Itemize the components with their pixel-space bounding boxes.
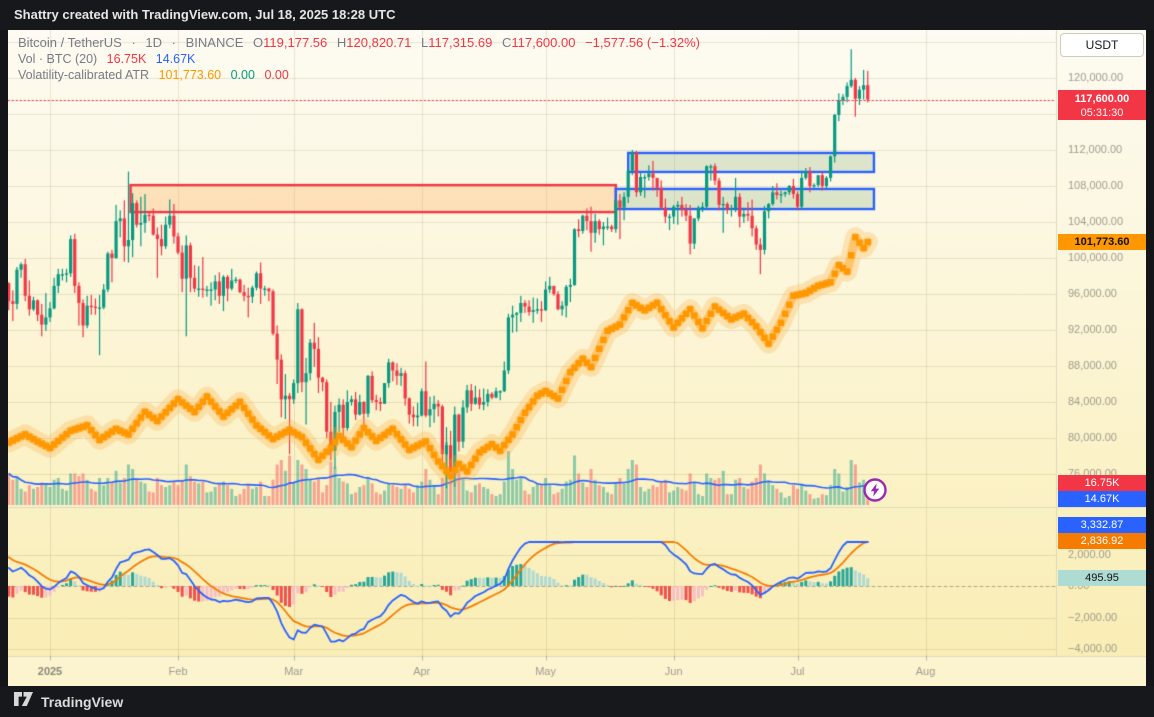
atr-legend-row[interactable]: Volatility-calibrated ATR 101,773.60 0.0… (18, 67, 700, 83)
atr-indicator-title[interactable]: Volatility-calibrated ATR (18, 68, 150, 82)
low-value: 117,315.69 (428, 35, 493, 50)
tradingview-logo-icon[interactable] (14, 692, 33, 711)
high-label: H (336, 35, 347, 50)
close-label: C (501, 35, 512, 50)
atr-value: 101,773.60 (158, 68, 222, 82)
macd-histogram-badge: 495.95 (1058, 570, 1146, 586)
volume-value: 16.75K (106, 52, 147, 66)
currency-toggle-button[interactable]: USDT (1060, 33, 1144, 57)
footer-bar: TradingView (0, 686, 1154, 717)
exchange-label: BINANCE (185, 35, 244, 50)
separator-dot: · (171, 35, 176, 50)
symbol-title[interactable]: Bitcoin / TetherUS (18, 35, 122, 50)
atr-value-3: 0.00 (264, 68, 289, 82)
macd-line-badge: 3,332.87 (1058, 517, 1146, 533)
macd-signal-badge: 2,836.92 (1058, 533, 1146, 549)
open-label: O (253, 35, 264, 50)
last-price-badge: 117,600.00 05:31:30 (1058, 90, 1146, 120)
chart-panel: Bitcoin / TetherUS · 1D · BINANCE O119,1… (8, 30, 1146, 686)
high-value: 120,820.71 (346, 35, 412, 50)
volume-ma-badge: 14.67K (1058, 491, 1146, 507)
boost-lightning-icon[interactable] (862, 477, 888, 508)
change-value: −1,577.56 (−1.32%) (585, 35, 701, 50)
atr-value-2: 0.00 (230, 68, 255, 82)
open-value: 119,177.56 (263, 35, 328, 50)
close-value: 117,600.00 (511, 35, 576, 50)
volume-ma-value: 14.67K (155, 52, 196, 66)
tradingview-brand-text[interactable]: TradingView (41, 693, 124, 710)
last-price-value: 117,600.00 (1074, 93, 1130, 105)
separator-dot: · (131, 35, 136, 50)
attribution-text: Shattry created with TradingView.com, Ju… (14, 7, 396, 22)
volume-badge: 16.75K (1058, 475, 1146, 491)
low-label: L (421, 35, 429, 50)
symbol-legend-row[interactable]: Bitcoin / TetherUS · 1D · BINANCE O119,1… (18, 35, 700, 51)
bar-countdown: 05:31:30 (1080, 107, 1124, 119)
volume-indicator-title[interactable]: Vol · BTC (20) (18, 52, 98, 66)
interval-label[interactable]: 1D (145, 35, 163, 50)
atr-price-badge: 101,773.60 (1058, 234, 1146, 250)
price-chart-canvas[interactable] (8, 30, 1146, 686)
legend: Bitcoin / TetherUS · 1D · BINANCE O119,1… (18, 35, 700, 83)
attribution-bar: Shattry created with TradingView.com, Ju… (0, 0, 1154, 30)
volume-legend-row[interactable]: Vol · BTC (20) 16.75K 14.67K (18, 51, 700, 67)
